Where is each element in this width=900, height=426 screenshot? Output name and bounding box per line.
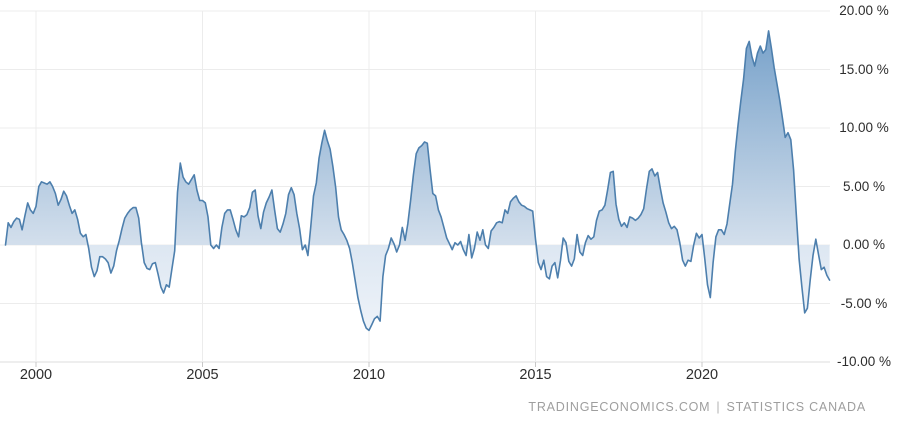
y-axis-label: 20.00 %	[839, 3, 889, 18]
y-axis-label: 0.00 %	[842, 237, 886, 252]
attribution: TRADINGECONOMICS.COM | STATISTICS CANADA	[528, 400, 866, 414]
area-fill-positive	[5, 30, 830, 245]
x-axis-label: 2020	[685, 367, 719, 383]
x-axis-label: 2005	[186, 367, 219, 383]
y-axis-label: 10.00 %	[839, 120, 889, 135]
source-link-tradingeconomics[interactable]: TRADINGECONOMICS.COM	[528, 400, 711, 414]
series-line	[4, 30, 831, 332]
y-axis-label: 15.00 %	[839, 61, 889, 77]
source-link-statistics-canada[interactable]: STATISTICS CANADA	[726, 400, 866, 414]
y-axis-label: -10.00 %	[836, 354, 892, 369]
separator: |	[716, 400, 721, 414]
y-axis-label: 5.00 %	[842, 178, 886, 194]
x-axis-tickmarks	[35, 362, 703, 367]
x-axis-label: 2010	[352, 367, 386, 383]
x-axis-label: 2015	[519, 367, 552, 383]
y-axis-label: -5.00 %	[840, 295, 888, 311]
x-axis-label: 2000	[19, 367, 53, 383]
